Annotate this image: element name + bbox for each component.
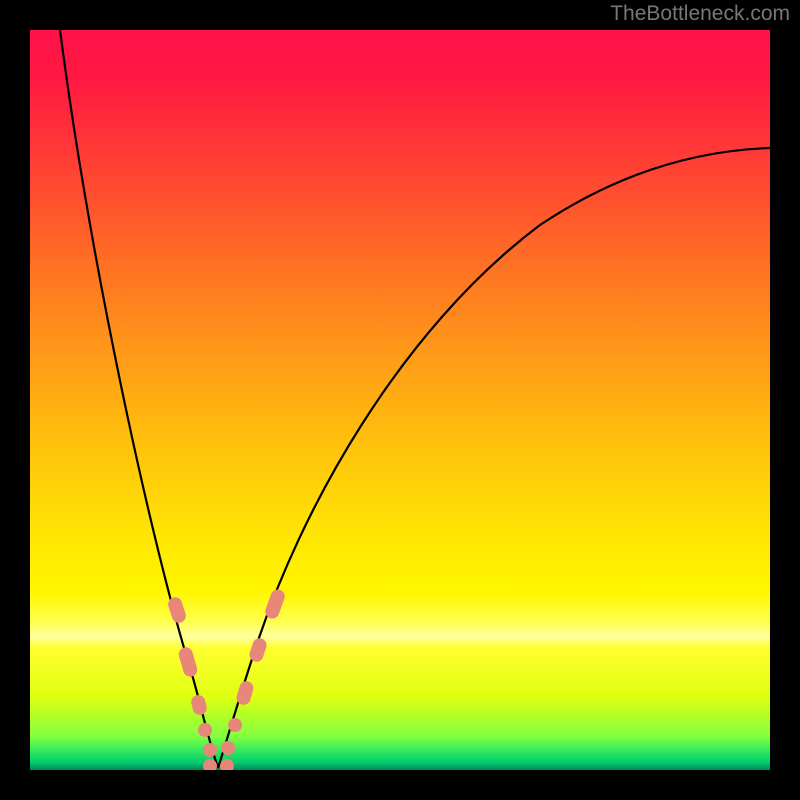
chart-container: TheBottleneck.com [0,0,800,800]
bottleneck-curve-chart [0,0,800,800]
gradient-background [30,30,770,770]
watermark-text: TheBottleneck.com [610,2,790,26]
